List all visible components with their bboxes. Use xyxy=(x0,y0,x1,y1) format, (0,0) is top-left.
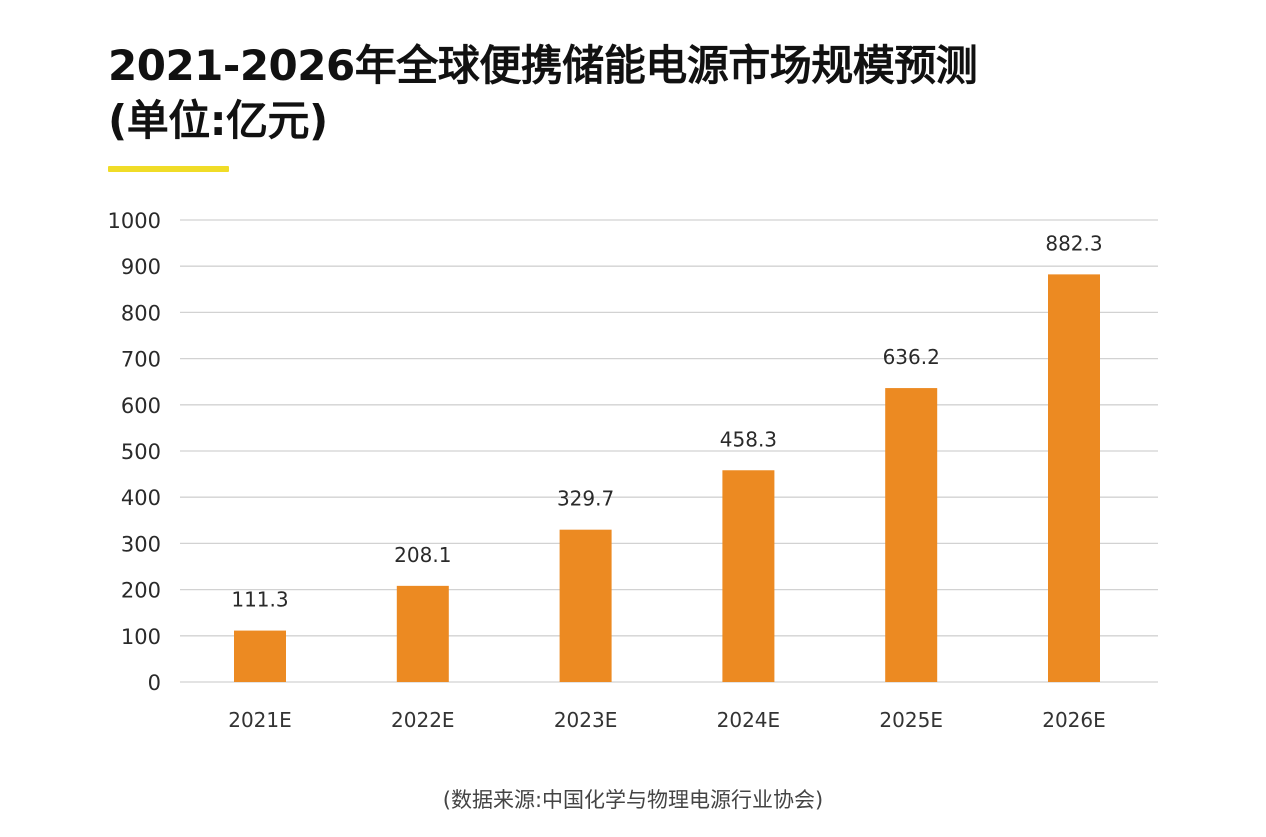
x-tick-label-2022E: 2022E xyxy=(391,708,455,732)
y-tick-label-300: 300 xyxy=(121,532,161,556)
bar-2022E xyxy=(396,585,449,682)
x-axis-ticks: 2021E 2022E 2023E 2024E 2025E 2026E xyxy=(228,708,1106,732)
bar-2025E xyxy=(885,388,938,682)
chart-title-line1: 2021-2026年全球便携储能电源市场规模预测 xyxy=(108,41,978,90)
bar-2021E xyxy=(234,630,286,682)
y-tick-label-600: 600 xyxy=(121,394,161,418)
y-axis-ticks: 0 100 200 300 400 500 600 700 800 900 1000 xyxy=(108,209,161,695)
y-tick-label-500: 500 xyxy=(121,440,161,464)
data-label-2024E: 458.3 xyxy=(720,427,777,451)
y-tick-label-800: 800 xyxy=(121,301,161,325)
y-tick-label-700: 700 xyxy=(121,348,161,372)
data-source-note: (数据来源:中国化学与物理电源行业协会) xyxy=(442,788,824,812)
gridlines xyxy=(180,219,1158,683)
x-tick-label-2024E: 2024E xyxy=(717,708,781,732)
bars xyxy=(234,274,1100,682)
x-tick-label-2026E: 2026E xyxy=(1042,708,1106,732)
data-label-2025E: 636.2 xyxy=(883,345,940,369)
y-tick-label-1000: 1000 xyxy=(108,209,161,233)
x-tick-label-2025E: 2025E xyxy=(879,708,943,732)
bar-2024E xyxy=(722,470,775,682)
x-tick-label-2023E: 2023E xyxy=(554,708,618,732)
x-tick-label-2021E: 2021E xyxy=(228,708,292,732)
title-accent-underline xyxy=(108,166,229,172)
data-labels: 111.3 208.1 329.7 458.3 636.2 882.3 xyxy=(231,231,1102,611)
chart-title: 2021-2026年全球便携储能电源市场规模预测 (单位:亿元) xyxy=(108,38,978,148)
bar-2026E xyxy=(1048,274,1100,682)
y-tick-label-0: 0 xyxy=(148,671,161,695)
y-tick-label-900: 900 xyxy=(121,255,161,279)
y-tick-label-100: 100 xyxy=(121,625,161,649)
data-label-2022E: 208.1 xyxy=(394,543,451,567)
data-label-2021E: 111.3 xyxy=(231,588,288,612)
data-label-2026E: 882.3 xyxy=(1045,231,1102,255)
y-tick-label-400: 400 xyxy=(121,486,161,510)
chart-title-unit: (单位:亿元) xyxy=(108,96,328,145)
data-label-2023E: 329.7 xyxy=(557,487,614,511)
y-tick-label-200: 200 xyxy=(121,579,161,603)
bar-2023E xyxy=(559,529,612,682)
